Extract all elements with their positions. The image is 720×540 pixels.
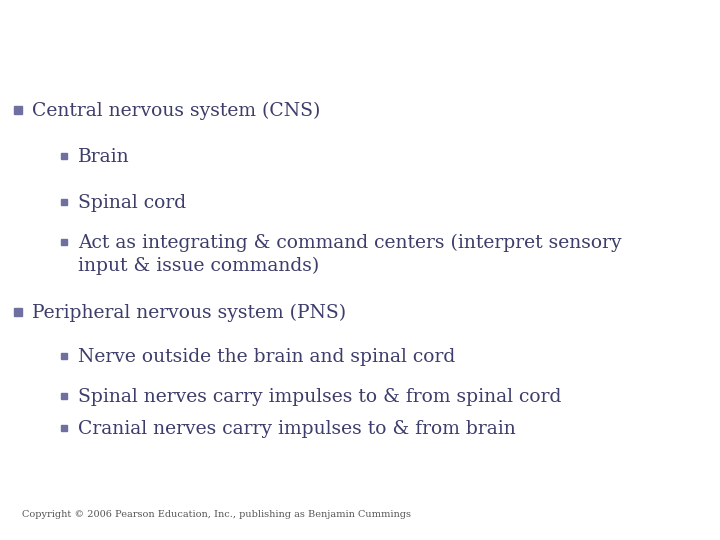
Text: Nerve outside the brain and spinal cord: Nerve outside the brain and spinal cord	[78, 348, 455, 366]
Text: Act as integrating & command centers (interpret sensory
input & issue commands): Act as integrating & command centers (in…	[78, 234, 621, 275]
Text: Cranial nerves carry impulses to & from brain: Cranial nerves carry impulses to & from …	[78, 420, 516, 438]
Text: Spinal nerves carry impulses to & from spinal cord: Spinal nerves carry impulses to & from s…	[78, 388, 562, 406]
Text: Brain: Brain	[78, 148, 130, 166]
Text: Peripheral nervous system (PNS): Peripheral nervous system (PNS)	[32, 304, 346, 322]
Text: Spinal cord: Spinal cord	[78, 194, 186, 212]
Text: Central nervous system (CNS): Central nervous system (CNS)	[32, 102, 320, 120]
Text: Copyright © 2006 Pearson Education, Inc., publishing as Benjamin Cummings: Copyright © 2006 Pearson Education, Inc.…	[22, 510, 411, 519]
